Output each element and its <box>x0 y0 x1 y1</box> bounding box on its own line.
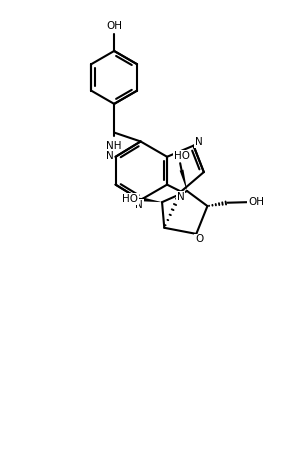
Text: N: N <box>135 200 143 210</box>
Text: HO: HO <box>174 151 189 161</box>
Text: OH: OH <box>248 197 264 207</box>
Text: HO: HO <box>122 194 138 204</box>
Text: N: N <box>177 192 184 202</box>
Text: N: N <box>195 137 202 147</box>
Text: OH: OH <box>106 21 122 31</box>
Text: N: N <box>106 151 113 161</box>
Polygon shape <box>142 198 162 202</box>
Text: NH: NH <box>106 141 122 151</box>
Polygon shape <box>180 170 187 191</box>
Text: O: O <box>195 234 203 244</box>
